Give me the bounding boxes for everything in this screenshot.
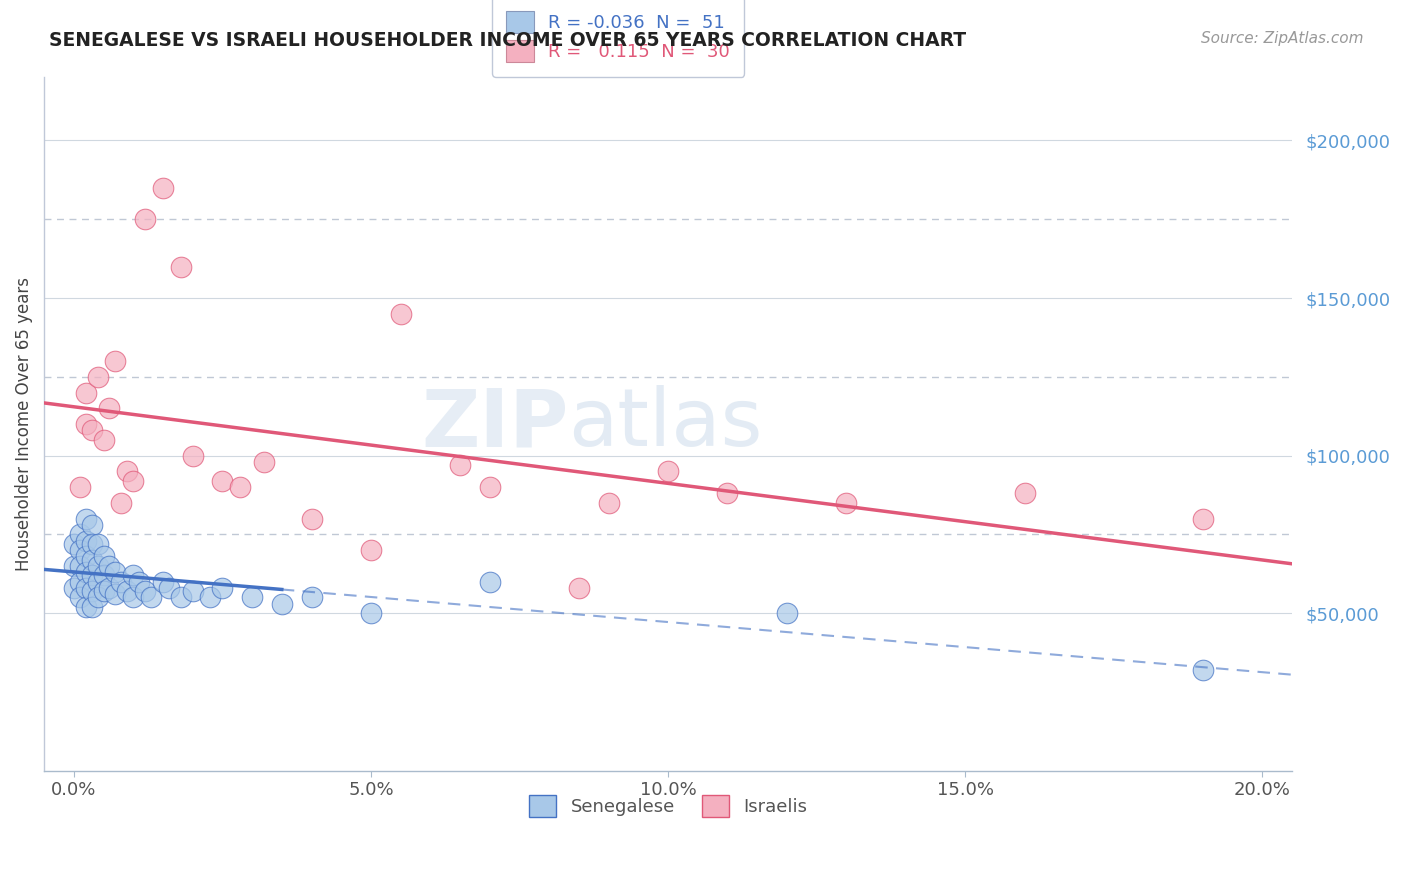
Point: [75, 599, 97, 614]
Point: [211, 474, 233, 488]
Point: [253, 455, 276, 469]
Point: [122, 474, 145, 488]
Point: [181, 449, 204, 463]
Point: [170, 260, 193, 274]
Point: [270, 597, 292, 611]
Point: [211, 581, 233, 595]
Point: [69, 480, 91, 494]
Text: atlas: atlas: [568, 385, 762, 463]
Point: [835, 496, 858, 510]
Text: ZIP: ZIP: [420, 385, 568, 463]
Text: Source: ZipAtlas.com: Source: ZipAtlas.com: [1201, 31, 1364, 46]
Text: SENEGALESE VS ISRAELI HOUSEHOLDER INCOME OVER 65 YEARS CORRELATION CHART: SENEGALESE VS ISRAELI HOUSEHOLDER INCOME…: [49, 31, 966, 50]
Point: [104, 587, 127, 601]
Point: [75, 549, 97, 564]
Point: [128, 574, 150, 589]
Point: [86, 591, 108, 605]
Point: [657, 464, 679, 478]
Point: [139, 591, 162, 605]
Point: [229, 480, 252, 494]
Point: [117, 464, 139, 478]
Point: [80, 517, 103, 532]
Point: [80, 599, 103, 614]
Point: [598, 496, 620, 510]
Point: [69, 591, 91, 605]
Point: [152, 574, 174, 589]
Point: [86, 369, 108, 384]
Point: [134, 212, 156, 227]
Point: [75, 581, 97, 595]
Point: [69, 558, 91, 573]
Point: [75, 533, 97, 548]
Point: [86, 558, 108, 573]
Legend: Senegalese, Israelis: Senegalese, Israelis: [522, 788, 814, 824]
Point: [478, 480, 501, 494]
Point: [104, 354, 127, 368]
Point: [449, 458, 471, 472]
Point: [1192, 663, 1215, 677]
Point: [80, 552, 103, 566]
Point: [80, 568, 103, 582]
Point: [117, 584, 139, 599]
Point: [568, 581, 591, 595]
Point: [93, 584, 115, 599]
Point: [1192, 511, 1215, 525]
Point: [69, 543, 91, 558]
Point: [69, 574, 91, 589]
Point: [122, 568, 145, 582]
Point: [301, 591, 323, 605]
Point: [98, 581, 121, 595]
Point: [110, 496, 132, 510]
Point: [98, 401, 121, 416]
Point: [776, 606, 799, 620]
Point: [200, 591, 222, 605]
Point: [360, 606, 382, 620]
Point: [63, 581, 86, 595]
Point: [152, 180, 174, 194]
Point: [75, 385, 97, 400]
Point: [157, 581, 180, 595]
Y-axis label: Householder Income Over 65 years: Householder Income Over 65 years: [15, 277, 32, 571]
Point: [80, 423, 103, 437]
Point: [716, 486, 738, 500]
Point: [181, 584, 204, 599]
Point: [389, 307, 412, 321]
Point: [110, 574, 132, 589]
Point: [69, 527, 91, 541]
Point: [360, 543, 382, 558]
Point: [93, 568, 115, 582]
Point: [170, 591, 193, 605]
Point: [93, 549, 115, 564]
Point: [63, 558, 86, 573]
Point: [80, 537, 103, 551]
Point: [478, 574, 501, 589]
Point: [1014, 486, 1036, 500]
Point: [122, 591, 145, 605]
Point: [93, 433, 115, 447]
Point: [240, 591, 263, 605]
Point: [98, 558, 121, 573]
Point: [104, 565, 127, 579]
Point: [75, 565, 97, 579]
Point: [134, 584, 156, 599]
Point: [86, 537, 108, 551]
Point: [301, 511, 323, 525]
Point: [86, 574, 108, 589]
Point: [75, 511, 97, 525]
Point: [80, 584, 103, 599]
Point: [75, 417, 97, 431]
Point: [63, 537, 86, 551]
